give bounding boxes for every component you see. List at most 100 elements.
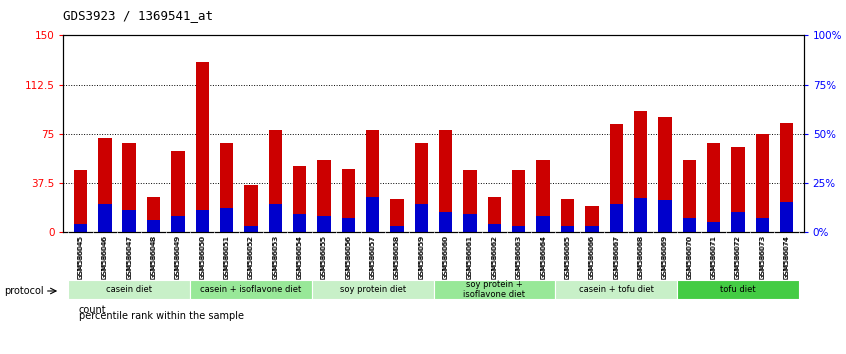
Bar — [171, 151, 184, 232]
Text: GSM586046: GSM586046 — [102, 234, 107, 279]
Bar — [342, 218, 355, 232]
Text: GSM586060: GSM586060 — [442, 234, 448, 279]
Text: GSM586048: GSM586048 — [151, 234, 157, 279]
Bar — [244, 185, 258, 232]
Bar — [683, 160, 696, 232]
Text: GSM586061: GSM586061 — [467, 234, 473, 279]
Text: GSM586049: GSM586049 — [175, 234, 181, 279]
Text: GSM586074: GSM586074 — [783, 236, 789, 280]
Text: GSM586055: GSM586055 — [321, 234, 327, 279]
Text: GSM586046: GSM586046 — [102, 236, 107, 280]
Text: GSM586070: GSM586070 — [686, 236, 692, 280]
Text: GDS3923 / 1369541_at: GDS3923 / 1369541_at — [63, 9, 213, 22]
Bar — [677, 280, 799, 299]
Bar — [244, 226, 258, 232]
Bar — [195, 62, 209, 232]
Text: count: count — [79, 305, 107, 315]
Text: GSM586058: GSM586058 — [394, 234, 400, 279]
Bar — [433, 280, 555, 299]
Text: GSM586071: GSM586071 — [711, 236, 717, 280]
Text: GSM586052: GSM586052 — [248, 236, 254, 280]
Text: tofu diet: tofu diet — [720, 285, 755, 294]
Bar — [512, 170, 525, 232]
Bar — [220, 208, 233, 232]
Bar — [512, 226, 525, 232]
Text: GSM586053: GSM586053 — [272, 234, 278, 279]
Text: percentile rank within the sample: percentile rank within the sample — [79, 312, 244, 321]
Text: GSM586067: GSM586067 — [613, 236, 619, 280]
Bar — [317, 216, 331, 232]
Bar — [464, 170, 477, 232]
Text: GSM586045: GSM586045 — [78, 234, 84, 279]
Bar — [74, 170, 87, 232]
Bar — [536, 216, 550, 232]
Bar — [390, 226, 404, 232]
Text: GSM586072: GSM586072 — [735, 234, 741, 279]
Bar — [555, 280, 677, 299]
Text: GSM586074: GSM586074 — [783, 234, 789, 279]
Text: GSM586059: GSM586059 — [419, 234, 425, 279]
Bar — [609, 125, 623, 232]
Bar — [69, 280, 190, 299]
Text: GSM586056: GSM586056 — [345, 236, 351, 280]
Bar — [366, 196, 379, 232]
Bar — [634, 199, 647, 232]
Bar — [74, 224, 87, 232]
Bar — [390, 199, 404, 232]
Text: casein + tofu diet: casein + tofu diet — [579, 285, 654, 294]
Bar — [123, 210, 136, 232]
Text: GSM586045: GSM586045 — [78, 236, 84, 280]
Text: GSM586060: GSM586060 — [442, 236, 448, 280]
Text: GSM586059: GSM586059 — [419, 236, 425, 280]
Bar — [707, 143, 720, 232]
Bar — [561, 226, 574, 232]
Text: GSM586066: GSM586066 — [589, 234, 595, 279]
Text: GSM586063: GSM586063 — [516, 234, 522, 279]
Bar — [755, 218, 769, 232]
Text: GSM586057: GSM586057 — [370, 236, 376, 280]
Text: GSM586073: GSM586073 — [760, 236, 766, 280]
Bar — [293, 166, 306, 232]
Bar — [585, 206, 599, 232]
Bar — [268, 204, 282, 232]
Text: GSM586064: GSM586064 — [540, 234, 547, 279]
Bar — [634, 112, 647, 232]
Text: GSM586047: GSM586047 — [126, 234, 132, 279]
Text: GSM586050: GSM586050 — [200, 234, 206, 279]
Text: protocol: protocol — [4, 286, 44, 296]
Text: GSM586065: GSM586065 — [564, 234, 570, 279]
Text: GSM586070: GSM586070 — [686, 234, 692, 279]
Text: casein + isoflavone diet: casein + isoflavone diet — [201, 285, 301, 294]
Text: GSM586068: GSM586068 — [638, 236, 644, 280]
Text: GSM586057: GSM586057 — [370, 234, 376, 279]
Bar — [536, 160, 550, 232]
Bar — [293, 214, 306, 232]
Bar — [609, 204, 623, 232]
Bar — [780, 123, 794, 232]
Text: GSM586067: GSM586067 — [613, 234, 619, 279]
Text: GSM586049: GSM586049 — [175, 236, 181, 280]
Bar — [464, 214, 477, 232]
Bar — [707, 222, 720, 232]
Bar — [658, 200, 672, 232]
Bar — [366, 130, 379, 232]
Bar — [439, 130, 453, 232]
Text: GSM586073: GSM586073 — [760, 234, 766, 279]
Text: GSM586051: GSM586051 — [223, 236, 229, 280]
Text: GSM586054: GSM586054 — [297, 234, 303, 279]
Bar — [268, 130, 282, 232]
Bar — [439, 212, 453, 232]
Bar — [147, 196, 160, 232]
Text: GSM586062: GSM586062 — [492, 236, 497, 280]
Bar — [561, 199, 574, 232]
Bar — [755, 133, 769, 232]
Text: GSM586052: GSM586052 — [248, 234, 254, 279]
Text: casein diet: casein diet — [107, 285, 152, 294]
Text: GSM586048: GSM586048 — [151, 236, 157, 280]
Bar — [123, 143, 136, 232]
Text: soy protein diet: soy protein diet — [339, 285, 406, 294]
Text: GSM586064: GSM586064 — [540, 236, 547, 280]
Bar — [147, 220, 160, 232]
Text: GSM586051: GSM586051 — [223, 234, 229, 279]
Text: GSM586071: GSM586071 — [711, 234, 717, 279]
